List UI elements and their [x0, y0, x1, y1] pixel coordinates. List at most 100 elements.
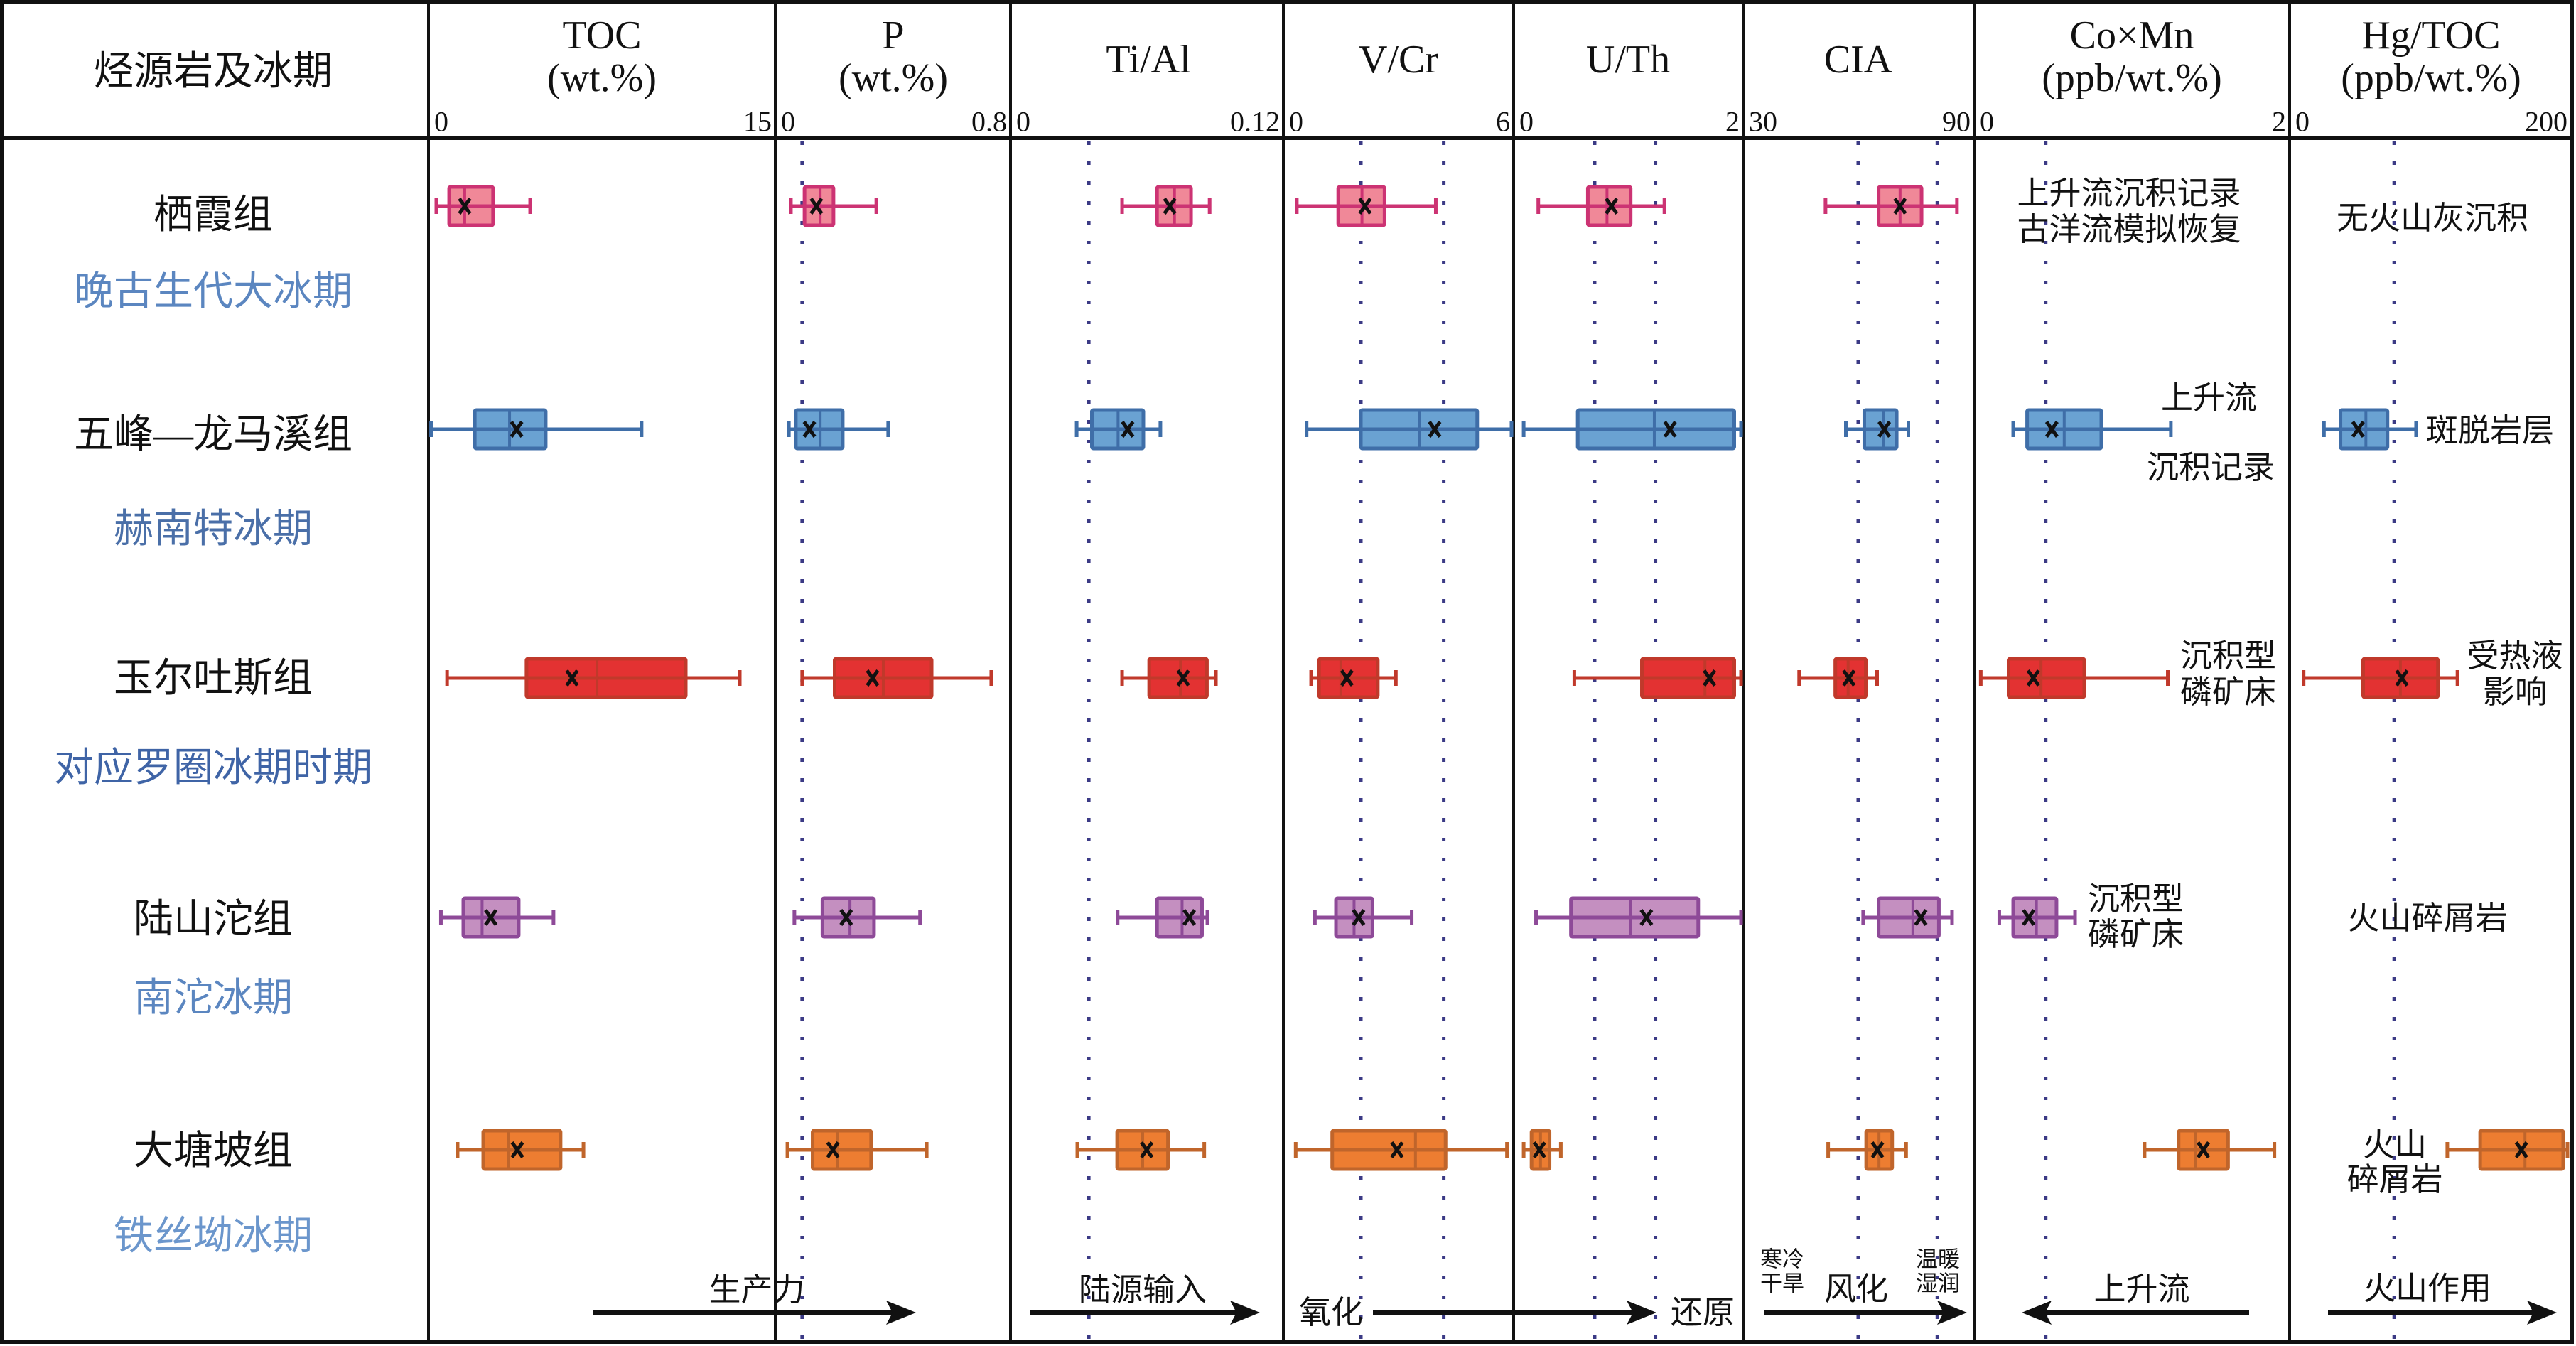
axis-min-label: 30 [1749, 106, 1777, 138]
mean-marker-stroke [2197, 1141, 2211, 1158]
boxplot [1309, 657, 1398, 699]
metric-title-cia: CIA [1824, 38, 1893, 82]
boxplot [1313, 896, 1414, 939]
trend-arrows: 生产力 陆源输入 氧化 还原 寒冷 干旱 风化 温暖 湿润 上升流 火山作用 [593, 1247, 2557, 1330]
boxplot [445, 657, 742, 699]
axis-max-label: 200 [2525, 106, 2567, 138]
mean-marker-x-icon [2514, 1141, 2528, 1158]
mean-marker-x-icon [1390, 1141, 1404, 1158]
boxplot [1293, 1129, 1509, 1171]
mean-marker-stroke [1605, 198, 1619, 215]
arrowhead-left-icon [2022, 1301, 2052, 1325]
boxplot [1572, 657, 1743, 699]
mean-marker-x-icon [1639, 909, 1654, 926]
mean-marker-x-icon [826, 1141, 840, 1158]
axis-min-label: 0 [2295, 106, 2310, 138]
annotation-text: 受热液 [2467, 638, 2562, 674]
metric-title-toc: TOC [563, 14, 642, 58]
mean-marker-stroke [1893, 198, 1907, 215]
mean-marker-stroke [2022, 909, 2036, 926]
mean-marker-stroke [2395, 669, 2409, 687]
axis-max-label: 90 [1942, 106, 1971, 138]
mean-marker-stroke [1352, 909, 1366, 926]
mean-marker-x-icon [2351, 421, 2365, 438]
arrowhead-right-icon [1230, 1301, 1260, 1325]
mean-marker-stroke [1877, 421, 1892, 438]
axis-min-label: 0 [1519, 106, 1534, 138]
mean-marker-stroke [1121, 421, 1135, 438]
glacial-period: 晚古生代大冰期 [74, 270, 352, 314]
mean-marker-x-icon [1121, 421, 1135, 438]
annotations: 上升流沉积记录 古洋流模拟恢复 无火山灰沉积 上升流 沉积记录 斑脱岩层 沉积型… [2017, 176, 2562, 1197]
boxplot [429, 408, 644, 451]
boxplot [1120, 185, 1212, 227]
mean-marker-stroke [1428, 421, 1442, 438]
mean-marker-stroke [565, 669, 579, 687]
row-labels: 栖霞组 晚古生代大冰期 五峰—龙马溪组 赫南特冰期 玉尔吐斯组 对应罗圈冰期时期… [54, 193, 372, 1259]
metric-title-ti-al: Ti/Al [1106, 38, 1190, 82]
annotation-text: 火山 [2363, 1127, 2427, 1163]
mean-marker-x-icon [2395, 669, 2409, 687]
mean-marker-x-icon [2026, 669, 2040, 687]
trend-label-volcanism: 火山作用 [2364, 1271, 2491, 1306]
glacial-period: 铁丝坳冰期 [114, 1215, 313, 1259]
arrowhead-right-icon [1627, 1301, 1656, 1325]
boxplot [438, 896, 556, 939]
annotation-text: 磷矿床 [2088, 917, 2184, 952]
boxplot [1844, 408, 1910, 451]
mean-marker-x-icon [1176, 669, 1190, 687]
mean-marker-stroke [809, 198, 824, 215]
boxplot [1861, 896, 1954, 939]
mean-marker-stroke [510, 421, 524, 438]
mean-marker-stroke [1703, 669, 1717, 687]
mean-marker-x-icon [1914, 909, 1928, 926]
annotation-text: 碎屑岩 [2346, 1162, 2442, 1197]
boxplot [1997, 896, 2077, 939]
arrowhead-right-icon [886, 1301, 916, 1325]
axis-max-label: 2 [2272, 106, 2286, 138]
formation-name: 大塘坡组 [134, 1129, 293, 1173]
arrowhead-right-icon [2527, 1301, 2557, 1325]
mean-marker-stroke [1340, 669, 1354, 687]
boxplot [1534, 896, 1743, 939]
boxplot [456, 1129, 586, 1171]
metric-unit-hg-toc: (ppb/wt.%) [2341, 56, 2521, 100]
mean-marker-stroke [1140, 1141, 1154, 1158]
boxplot [792, 896, 922, 939]
mean-marker-stroke [1182, 909, 1197, 926]
boxplot [1116, 896, 1209, 939]
mean-marker-x-icon [1352, 909, 1366, 926]
annotation-text: 古洋流模拟恢复 [2017, 212, 2241, 247]
trend-label-upwelling: 上升流 [2093, 1271, 2189, 1307]
trend-label-weathering: 风化 [1824, 1271, 1888, 1307]
metric-unit-toc: (wt.%) [547, 56, 657, 100]
metric-title-p: P [882, 14, 904, 58]
mean-marker-x-icon [1703, 669, 1717, 687]
glacial-period: 对应罗圈冰期时期 [54, 746, 372, 790]
trend-label-dry: 干旱 [1760, 1271, 1804, 1296]
mean-marker-x-icon [2197, 1141, 2211, 1158]
mean-marker-x-icon [802, 421, 817, 438]
annotation-text: 上升流 [2161, 380, 2257, 416]
mean-marker-x-icon [484, 909, 498, 926]
boxplot [2302, 657, 2459, 699]
mean-marker-stroke [1176, 669, 1190, 687]
mean-marker-x-icon [1877, 421, 1892, 438]
arrowhead-right-icon [1937, 1301, 1967, 1325]
mean-marker-x-icon [1893, 198, 1907, 215]
mean-marker-x-icon [510, 421, 524, 438]
mean-marker-stroke [1914, 909, 1928, 926]
row-header-title: 烃源岩及冰期 [94, 50, 333, 94]
axis-max-label: 15 [743, 106, 772, 138]
boxplot [1295, 185, 1438, 227]
mean-marker-x-icon [1358, 198, 1372, 215]
mean-marker-stroke [484, 909, 498, 926]
mean-marker-stroke [2044, 421, 2059, 438]
trend-label-cold: 寒冷 [1760, 1247, 1804, 1272]
mean-marker-stroke [1639, 909, 1654, 926]
axis-min-label: 0 [1980, 106, 1994, 138]
axis-min-label: 0 [1016, 106, 1030, 138]
formation-name: 栖霞组 [153, 193, 273, 237]
